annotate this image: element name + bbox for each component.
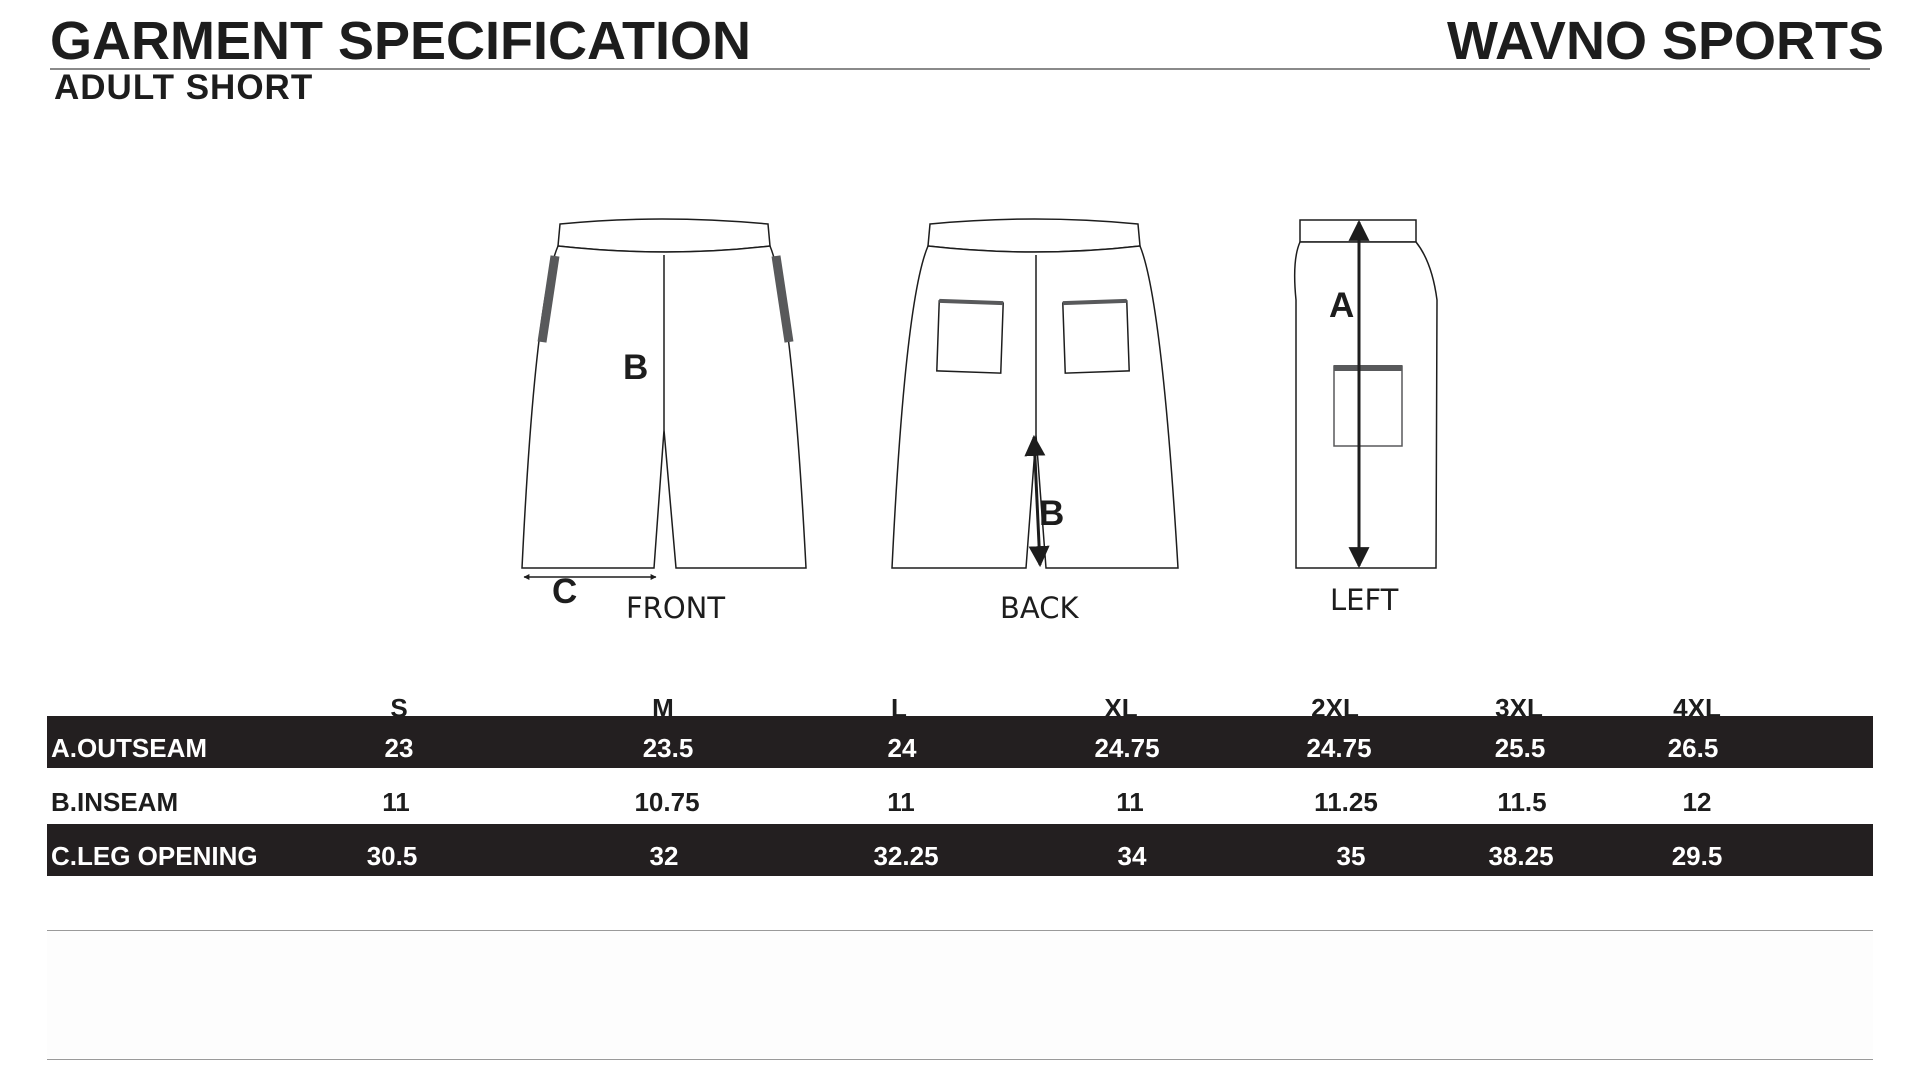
back-view-label: BACK [1000, 591, 1079, 625]
table-cell: 25.5 [1494, 733, 1546, 763]
table-cell: 35 [1336, 841, 1366, 871]
garment-subtitle: ADULT SHORT [54, 68, 314, 107]
side-pocket [1333, 365, 1403, 447]
table-cell: 34 [1117, 841, 1147, 871]
table-cell: 10.75 [634, 787, 700, 817]
table-cell: 23 [384, 733, 414, 763]
table-cell: 32.25 [873, 841, 939, 871]
table-cell: 30.5 [366, 841, 418, 871]
table-cell: 11 [1116, 787, 1144, 817]
table-cell: 11.25 [1314, 787, 1378, 817]
brand-name: WAVNO SPORTS [1446, 11, 1884, 71]
table-cell: 24 [887, 733, 917, 763]
size-header-cell: L [891, 693, 907, 723]
front-view-drawing [521, 218, 807, 580]
table-cell: 24.75 [1306, 733, 1372, 763]
back-view-drawing [891, 218, 1179, 569]
back-shorts-body [891, 245, 1179, 569]
table-row-leg-opening: C.LEG OPENING 30.5 32 32.25 34 35 38.25 … [47, 824, 1873, 876]
table-cell: 23.5 [642, 733, 694, 763]
table-cell: 11 [382, 787, 410, 817]
size-header-cell: M [652, 693, 674, 723]
left-view-drawing [1293, 219, 1438, 569]
table-cell: 38.25 [1488, 841, 1554, 871]
left-view-label: LEFT [1330, 583, 1399, 617]
back-left-pocket [936, 300, 1004, 374]
table-cell: 12 [1682, 787, 1712, 817]
front-view-label: FRONT [626, 591, 726, 625]
page-title: GARMENT SPECIFICATION [50, 11, 751, 71]
table-row-inseam: B.INSEAM 11 10.75 11 11 11.25 11.5 12 [47, 770, 1873, 822]
table-cell: 24.75 [1094, 733, 1160, 763]
size-header-cell: S [390, 693, 408, 723]
table-row-outseam: A.OUTSEAM 23 23.5 24 24.75 24.75 25.5 26… [47, 716, 1873, 768]
table-cell: 29.5 [1671, 841, 1723, 871]
marker-b-front: B [623, 348, 649, 387]
table-cell: 32 [649, 841, 679, 871]
back-waistband [927, 218, 1141, 253]
back-right-pocket [1062, 300, 1130, 374]
header-rule [50, 68, 1870, 70]
table-cell: 26.5 [1667, 733, 1719, 763]
marker-c: C [552, 572, 578, 611]
garment-drawings [521, 218, 1438, 580]
row-label: C.LEG OPENING [51, 841, 258, 871]
table-cell: 11 [887, 787, 915, 817]
table-divider [47, 1059, 1873, 1060]
inseam-arrow [1024, 434, 1050, 568]
row-label: B.INSEAM [51, 787, 179, 817]
table-cell: 11.5 [1497, 787, 1547, 817]
row-label: A.OUTSEAM [51, 733, 207, 763]
table-divider [47, 930, 1873, 931]
front-waistband [557, 218, 771, 253]
marker-b-back: B [1039, 494, 1065, 533]
marker-a: A [1329, 286, 1355, 325]
empty-table-area [47, 931, 1873, 1058]
